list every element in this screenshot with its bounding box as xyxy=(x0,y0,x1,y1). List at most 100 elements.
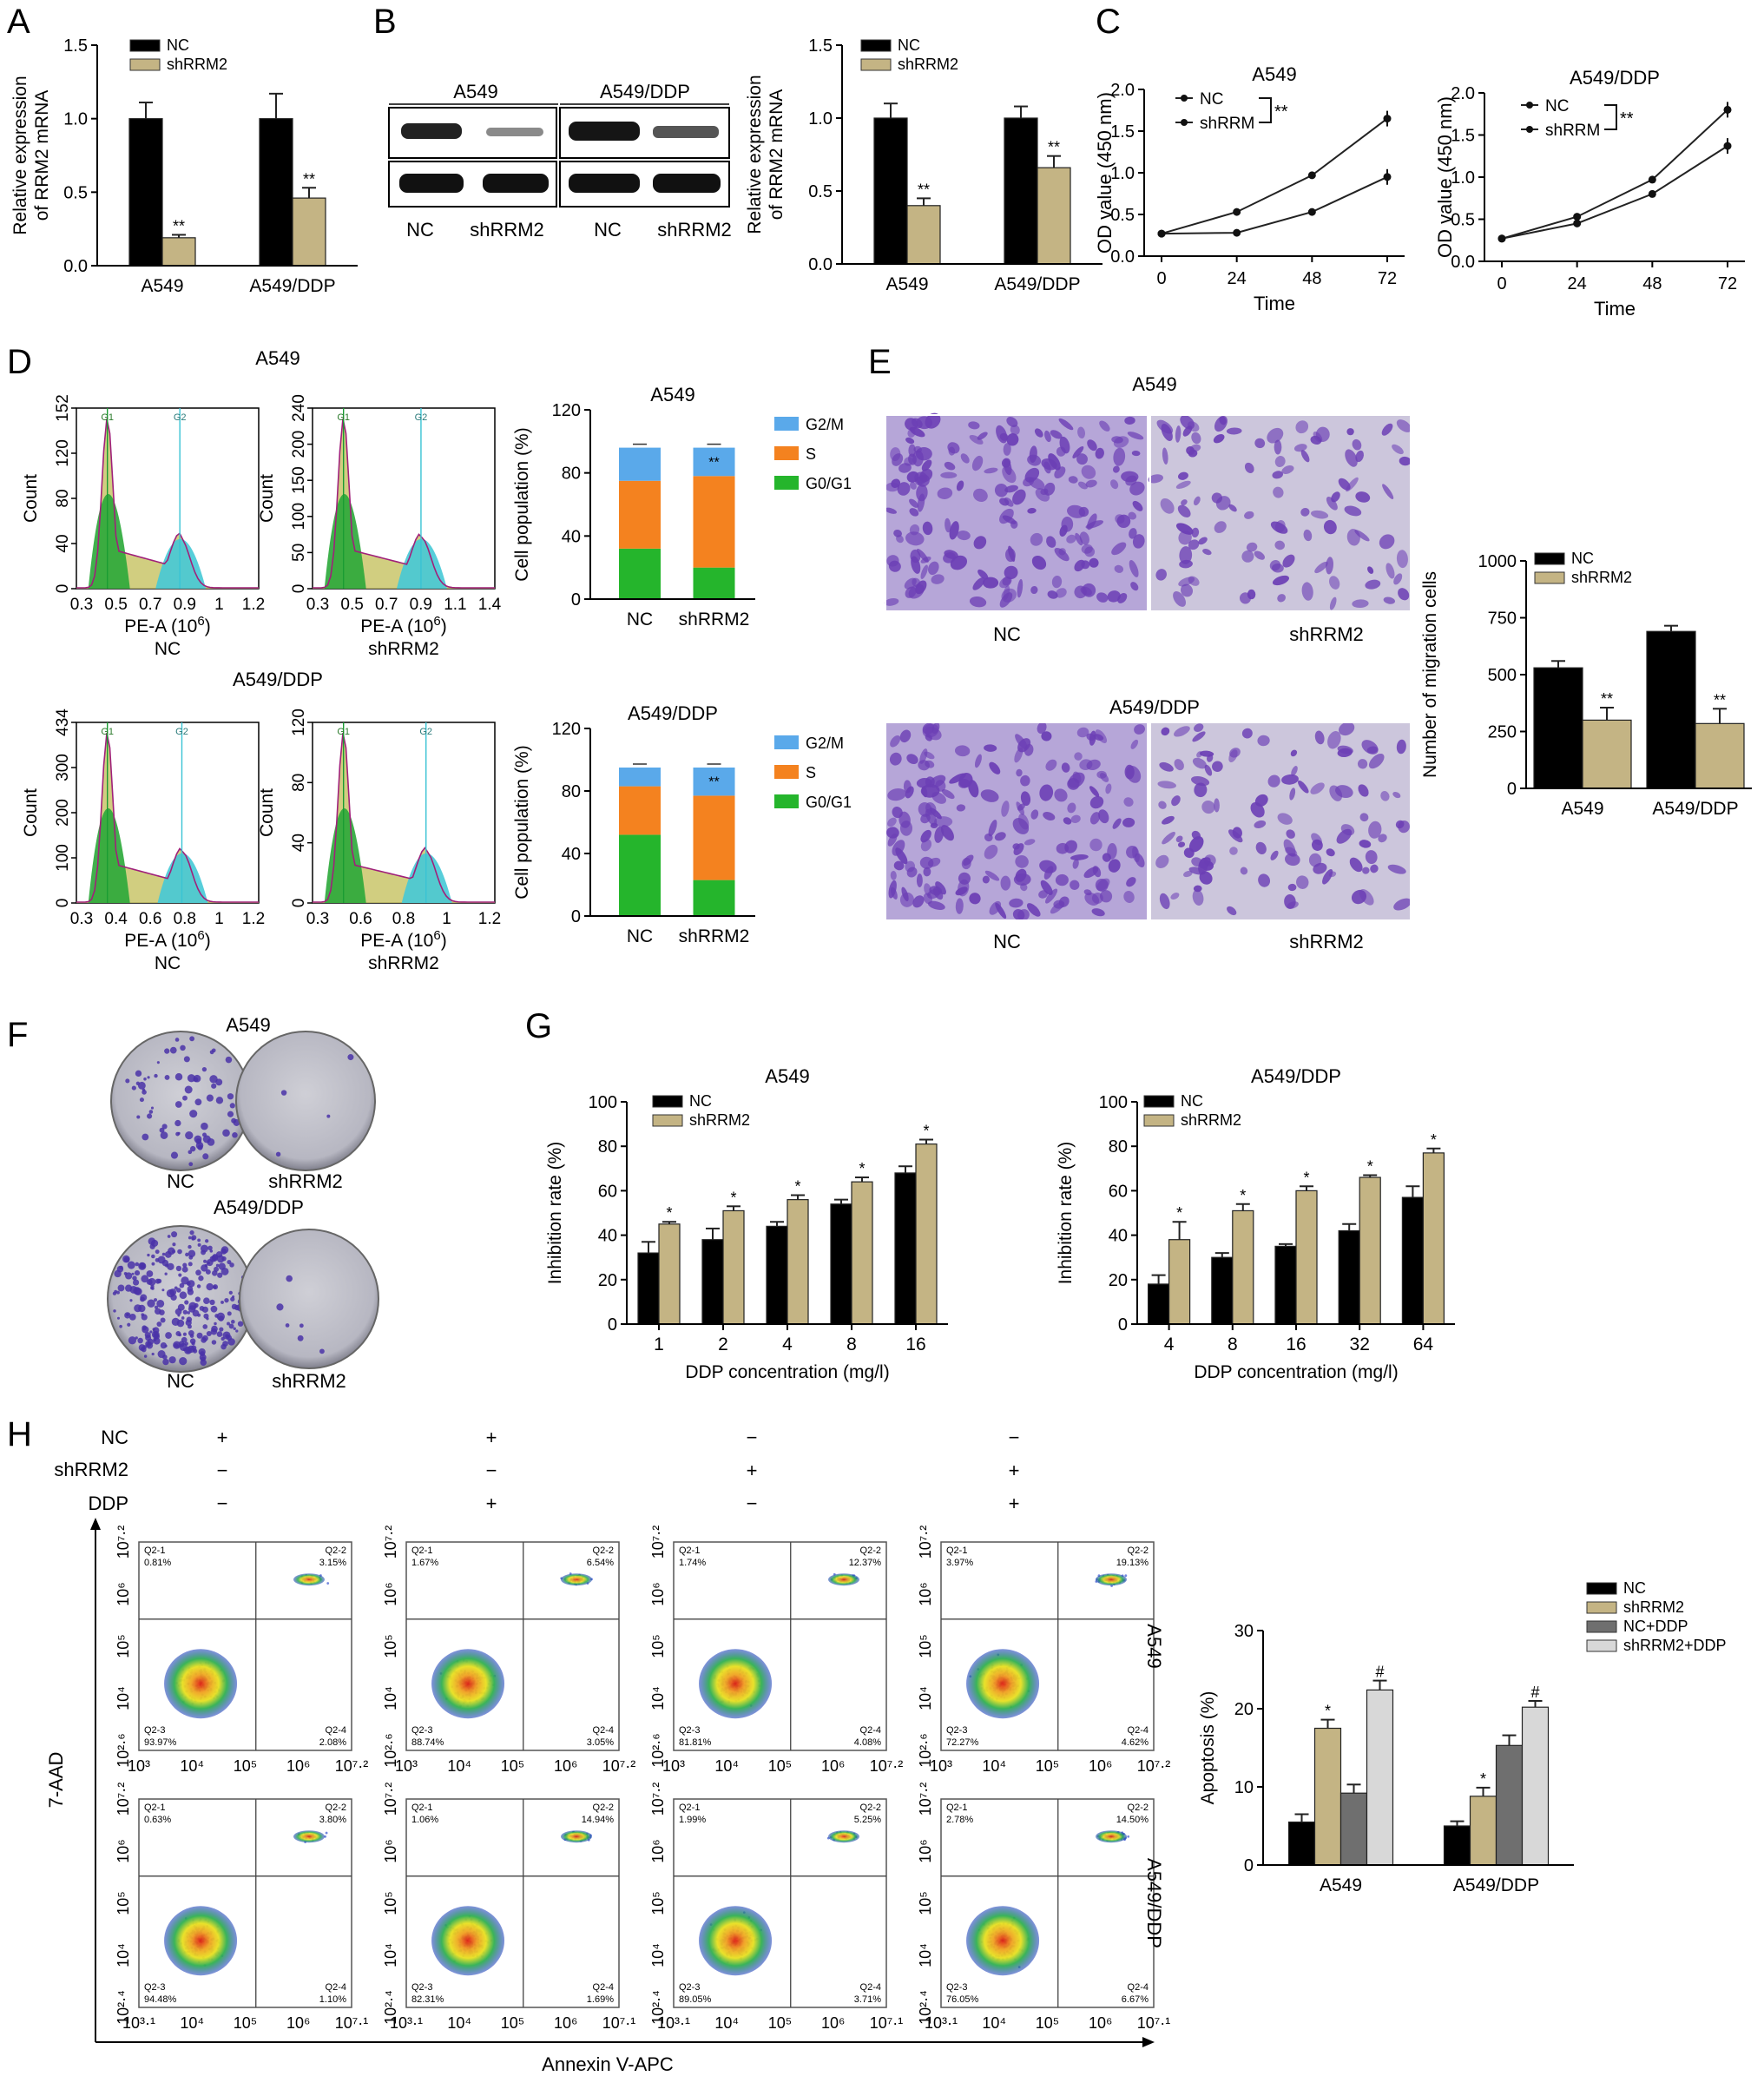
y-tick-label: 10⁴ xyxy=(917,1686,934,1710)
stained-cell xyxy=(889,752,902,766)
stained-cell xyxy=(1015,868,1027,882)
colony xyxy=(192,1348,196,1352)
colony xyxy=(227,1110,234,1117)
colony xyxy=(159,1309,165,1315)
stained-cell xyxy=(1311,510,1329,519)
quad-value: 3.97% xyxy=(946,1558,973,1568)
bar xyxy=(1521,1706,1550,1866)
stained-cell xyxy=(1352,599,1369,609)
legend-label: NC xyxy=(898,36,920,54)
colony xyxy=(196,1332,203,1339)
y-tick-label: 1.5 xyxy=(1110,122,1135,142)
y-tick-label: 0 xyxy=(1244,1856,1254,1875)
gate-label: G1 xyxy=(337,412,350,423)
y-tick-label: 20 xyxy=(1109,1271,1128,1290)
legend-label: NC xyxy=(1571,550,1594,567)
y-tick-label: 80 xyxy=(290,774,308,792)
stained-cell xyxy=(1017,738,1031,753)
migration-title-a549ddp: A549/DDP xyxy=(1109,696,1200,718)
x-axis-label: PE-A (106) xyxy=(360,928,446,951)
stained-cell xyxy=(1194,782,1208,798)
legend-swatch xyxy=(1143,1095,1175,1108)
y-tick-label: 80 xyxy=(562,782,581,801)
colony xyxy=(196,1284,201,1288)
stained-cell xyxy=(1030,809,1039,820)
stained-cell xyxy=(1365,850,1378,865)
y-tick-label: 10⁶ xyxy=(917,1582,934,1605)
x-axis-label: PE-A (106) xyxy=(360,614,446,636)
stained-cell xyxy=(1314,730,1325,745)
y-tick-label: 0.0 xyxy=(1110,247,1135,267)
legend-label: G2/M xyxy=(806,416,844,433)
bar xyxy=(894,1172,917,1325)
quad-name: Q2-4 xyxy=(326,1725,346,1736)
y-tick-label: 10²·⁴ xyxy=(917,1990,934,2025)
stained-cell xyxy=(1337,748,1353,758)
treatment-sign: − xyxy=(747,1493,758,1514)
significance-mark: # xyxy=(1530,1684,1539,1701)
bar xyxy=(1211,1256,1234,1325)
colony xyxy=(132,1279,140,1286)
colony xyxy=(144,1332,151,1339)
stained-cell xyxy=(1048,453,1061,471)
stained-cell xyxy=(1158,801,1167,809)
stained-cell xyxy=(1178,530,1192,545)
quad-name: Q2-1 xyxy=(946,1545,967,1556)
blot-lane-2: shRRM2 xyxy=(470,219,544,241)
stained-cell xyxy=(1054,788,1068,802)
y-tick-label: 10⁷·² xyxy=(382,1526,399,1559)
stained-cell xyxy=(1113,436,1129,448)
dish-label-2: shRRM2 xyxy=(268,1170,343,1192)
stained-cell xyxy=(1162,831,1175,845)
colony xyxy=(181,1266,188,1273)
colony-dish xyxy=(235,1031,376,1171)
legend-label: shRRM2 xyxy=(898,56,958,73)
panel-letter-e: E xyxy=(868,343,892,381)
stained-cell xyxy=(1326,557,1333,575)
quad-name: Q2-1 xyxy=(411,1802,432,1813)
stained-cell xyxy=(1368,753,1385,769)
stained-cell xyxy=(1254,794,1268,807)
colony xyxy=(149,1330,153,1334)
bar xyxy=(915,1143,938,1325)
colony xyxy=(174,1308,182,1315)
x-tick-label: 10⁵ xyxy=(1036,1757,1059,1775)
stained-cell xyxy=(1004,565,1018,580)
stained-cell xyxy=(1214,521,1227,533)
stained-cell xyxy=(958,872,971,885)
stained-cell xyxy=(905,531,925,546)
x-tick-label: 10⁴ xyxy=(180,2014,204,2032)
flow-condition-label: shRRM2 xyxy=(368,953,439,973)
colony xyxy=(182,1095,188,1101)
x-axis-label: Time xyxy=(1254,293,1295,314)
quad-value: 88.74% xyxy=(411,1737,444,1748)
colony xyxy=(159,1127,165,1133)
flow-histogram: G1 G2 0 50 100 150 200 240 0.3 0.5 0.7 0.9 1.1 1.4 Cou… xyxy=(257,394,502,659)
stained-cell xyxy=(1283,839,1296,857)
blot-band-actin-2 xyxy=(483,174,549,193)
y-tick-label: 80 xyxy=(562,465,581,484)
colony xyxy=(136,1115,141,1119)
series-line xyxy=(1161,117,1388,235)
legend-marker xyxy=(1526,102,1533,109)
quad-name: Q2-1 xyxy=(144,1545,165,1556)
quad-value: 82.31% xyxy=(411,1994,444,2005)
event-dot xyxy=(326,1582,330,1585)
legend-marker xyxy=(1526,126,1533,133)
stained-cell xyxy=(922,722,935,735)
stained-cell xyxy=(969,434,984,445)
stained-cell xyxy=(1386,563,1395,579)
stained-cell xyxy=(1254,820,1267,829)
x-tick-label: 10⁵ xyxy=(768,1757,792,1775)
flow-condition-label: NC xyxy=(155,953,181,973)
y-tick-label: 10⁷·² xyxy=(917,1526,934,1559)
colony xyxy=(171,1231,178,1238)
gate-label: G1 xyxy=(337,727,350,737)
significance-mark: * xyxy=(1431,1131,1437,1149)
colony xyxy=(184,1085,193,1094)
stained-cell xyxy=(1198,537,1208,545)
quad-name: Q2-3 xyxy=(411,1982,432,1993)
data-point xyxy=(1648,175,1656,184)
stained-cell xyxy=(1047,590,1058,599)
stained-cell xyxy=(1001,801,1010,817)
